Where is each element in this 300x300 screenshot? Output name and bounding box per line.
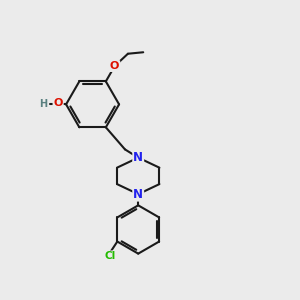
Text: H: H [39,99,47,110]
Text: O: O [53,98,63,108]
Text: Cl: Cl [104,251,116,261]
Text: N: N [133,151,143,164]
Text: O: O [110,61,119,71]
Text: N: N [133,188,143,201]
